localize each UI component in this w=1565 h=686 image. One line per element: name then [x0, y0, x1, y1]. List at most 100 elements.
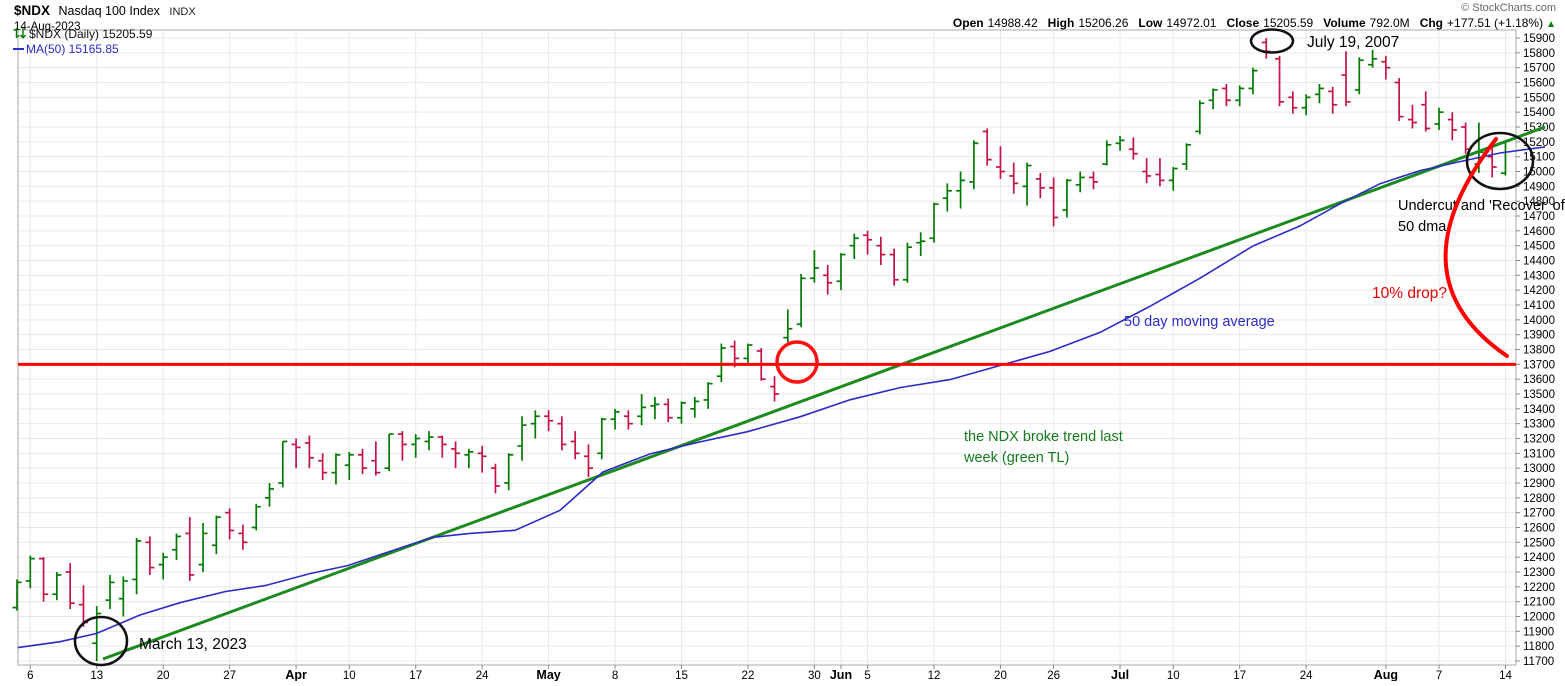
- ohlc-bar: [331, 453, 341, 485]
- ohlc-bar: [902, 242, 912, 283]
- svg-text:12900: 12900: [1523, 478, 1555, 490]
- svg-text:14200: 14200: [1523, 285, 1555, 297]
- ohlc-bar: [1115, 135, 1125, 151]
- ohlc-bar: [969, 140, 979, 190]
- svg-text:15200: 15200: [1523, 137, 1555, 149]
- ohlc-bar: [1407, 104, 1417, 129]
- ohlc-bar: [982, 128, 992, 166]
- svg-text:14800: 14800: [1523, 196, 1555, 208]
- ohlc-bar: [1235, 85, 1245, 107]
- svg-text:15100: 15100: [1523, 152, 1555, 164]
- ohlc-bar: [39, 557, 49, 602]
- ohlc-bar: [942, 183, 952, 212]
- ohlc-bar: [1328, 86, 1338, 114]
- ohlc-bar: [171, 533, 181, 561]
- ohlc-bar: [1275, 55, 1285, 107]
- ohlc-bar: [530, 410, 540, 439]
- quote-value: 14972.01: [1166, 16, 1217, 30]
- ohlc-bar: [1035, 172, 1045, 199]
- quote-value: +177.51 (+1.18%): [1447, 16, 1544, 30]
- svg-text:12: 12: [928, 670, 941, 681]
- exchange-code: INDX: [169, 6, 196, 18]
- ohlc-bar: [703, 382, 713, 409]
- svg-text:11800: 11800: [1523, 641, 1554, 653]
- ohlc-bar: [304, 435, 314, 469]
- svg-text:15800: 15800: [1523, 48, 1555, 60]
- ohlc-bar: [105, 574, 115, 610]
- ohlc-bar: [1128, 137, 1138, 160]
- quote-label: Low: [1138, 16, 1163, 30]
- ohlc-bar: [371, 441, 381, 476]
- ohlc-bar: [265, 482, 275, 507]
- svg-text:12200: 12200: [1523, 582, 1555, 594]
- svg-text:May: May: [536, 668, 560, 681]
- ohlc-bar: [1261, 38, 1271, 59]
- ohlc-bar: [1434, 107, 1444, 130]
- ohlc-bar: [677, 401, 686, 424]
- quote-value: 792.0M: [1369, 16, 1410, 30]
- svg-text:Apr: Apr: [285, 668, 307, 681]
- quote-label: High: [1047, 16, 1075, 30]
- ohlc-bar: [956, 171, 966, 209]
- ohlc-bar: [1447, 112, 1457, 141]
- svg-text:10: 10: [343, 670, 356, 681]
- instrument-title: $NDX Nasdaq 100 Index INDX: [14, 2, 196, 20]
- svg-text:15900: 15900: [1523, 33, 1555, 45]
- svg-text:7: 7: [1436, 670, 1442, 681]
- ohlc-bar: [623, 410, 633, 430]
- ohlc-bar: [384, 433, 394, 472]
- ohlc-bar: [52, 571, 62, 601]
- quote-label: Close: [1226, 16, 1260, 30]
- annotation-text: 50 dma: [1398, 219, 1447, 235]
- ohlc-bar: [251, 503, 261, 531]
- quote-summary: Open 14988.42 High 15206.26 Low 14972.01 Close…: [943, 16, 1556, 30]
- svg-text:14: 14: [1499, 670, 1512, 681]
- ohlc-bar: [451, 441, 461, 469]
- ohlc-bar: [836, 253, 846, 291]
- ohlc-bar: [929, 202, 939, 243]
- march-13-circle: [73, 615, 129, 667]
- quote-label: Open: [952, 16, 984, 30]
- ohlc-bar: [770, 376, 780, 402]
- svg-text:15700: 15700: [1523, 63, 1555, 75]
- ohlc-bar: [995, 146, 1005, 179]
- svg-text:15: 15: [675, 670, 688, 681]
- ohlc-bar: [1500, 140, 1510, 176]
- ohlc-bar: [1394, 78, 1404, 122]
- legend-ma-row: MA(50) 15165.85: [13, 41, 152, 56]
- chart-legend: $NDX (Daily) 15205.59 MA(50) 15165.85: [13, 27, 152, 55]
- svg-text:15500: 15500: [1523, 92, 1555, 104]
- ohlc-bar: [238, 524, 248, 550]
- svg-text:24: 24: [1300, 670, 1313, 681]
- ohlc-bar: [650, 396, 660, 420]
- ohlc-bar: [1208, 88, 1218, 110]
- svg-text:12600: 12600: [1523, 522, 1555, 534]
- svg-text:Jul: Jul: [1111, 668, 1129, 681]
- svg-text:20: 20: [994, 670, 1007, 681]
- annotation-text: March 13, 2023: [139, 636, 247, 653]
- ohlc-bar: [185, 517, 195, 581]
- undercut-circle: [1465, 131, 1535, 191]
- svg-text:11700: 11700: [1523, 656, 1554, 668]
- svg-text:8: 8: [612, 670, 618, 681]
- ohlc-bar: [690, 396, 700, 418]
- legend-ma-label: MA(50) 15165.85: [26, 41, 119, 56]
- ohlc-bars-icon: [13, 27, 27, 42]
- svg-text:12500: 12500: [1523, 537, 1555, 549]
- svg-text:13000: 13000: [1523, 463, 1555, 475]
- ohlc-bar: [1088, 171, 1098, 190]
- gridlines: [17, 29, 1517, 666]
- annotation-text: the NDX broke trend last: [964, 429, 1123, 445]
- svg-text:13800: 13800: [1523, 344, 1555, 356]
- quote-label: Volume: [1323, 16, 1366, 30]
- ohlc-bar: [796, 273, 806, 328]
- change-up-icon: ▲: [1546, 19, 1556, 30]
- ohlc-bar: [132, 537, 142, 595]
- ohlc-bar: [583, 444, 593, 478]
- ohlc-bar: [437, 435, 447, 458]
- svg-text:11900: 11900: [1523, 626, 1554, 638]
- svg-text:30: 30: [808, 670, 821, 681]
- svg-text:22: 22: [742, 670, 755, 681]
